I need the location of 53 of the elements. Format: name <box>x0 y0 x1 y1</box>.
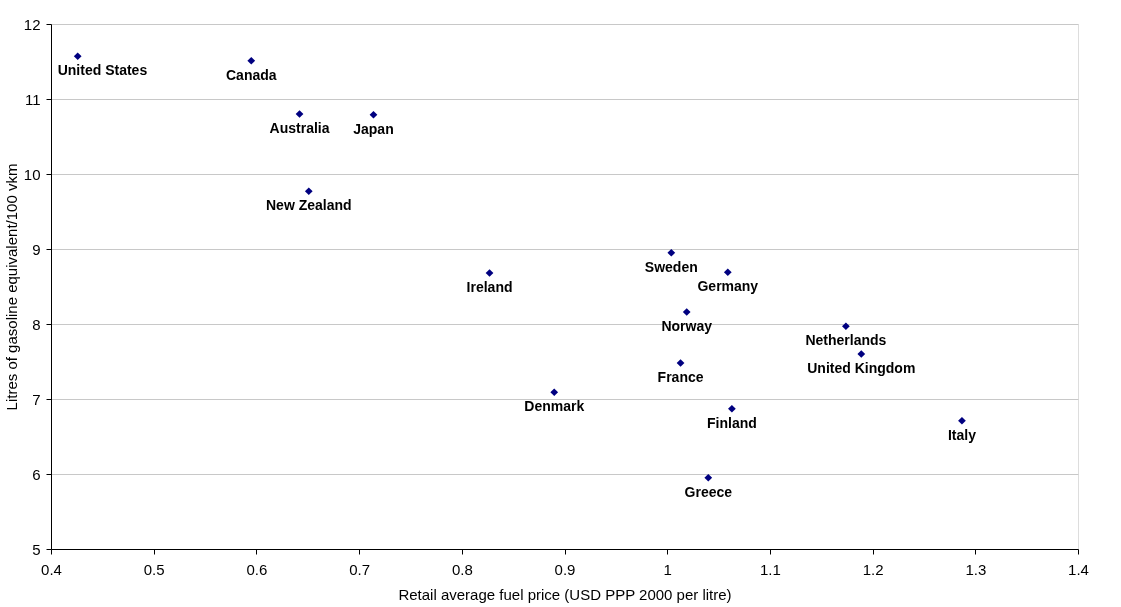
point <box>676 359 685 367</box>
y-tick-label: 7 <box>32 390 41 408</box>
point <box>73 52 82 61</box>
annotation: France <box>657 369 704 385</box>
point <box>728 404 736 413</box>
annotation: Canada <box>225 66 277 83</box>
x-tick-label: 0.8 <box>451 560 473 578</box>
y-tick-label: 12 <box>23 15 41 33</box>
annotation: Japan <box>353 120 394 137</box>
x-tick-label: 1.2 <box>862 560 884 578</box>
x-tick-label: 1.3 <box>965 560 987 578</box>
annotation: Australia <box>269 120 330 136</box>
annotation: Denmark <box>524 398 585 415</box>
annotation: Finland <box>707 414 757 431</box>
annotation: Greece <box>684 483 733 500</box>
x-tick-label: 1.1 <box>759 560 781 578</box>
point <box>247 56 256 65</box>
x-tick-label: 0.5 <box>143 560 165 578</box>
x-tick-label: 1.4 <box>1068 560 1089 578</box>
annotation: Sweden <box>644 258 698 275</box>
point <box>958 416 966 425</box>
annotation: Netherlands <box>805 332 887 349</box>
y-axis-title: Litres of gasoline equivalent/100 vkm <box>2 163 20 411</box>
y-tick-label: 8 <box>32 315 41 333</box>
x-tick-label: 0.9 <box>554 560 576 578</box>
y-tick-label: 10 <box>23 165 41 183</box>
x-axis-title: Retail average fuel price (USD PPP 2000 per litre) <box>398 585 732 603</box>
point <box>295 110 304 118</box>
point <box>842 322 850 331</box>
annotation: Germany <box>697 278 759 295</box>
point <box>704 473 713 482</box>
point <box>723 268 732 277</box>
point <box>857 350 866 358</box>
annotation: United Kingdom <box>807 360 916 376</box>
annotation: New Zealand <box>265 197 352 214</box>
annotation: Ireland <box>466 279 513 295</box>
annotation: Italy <box>947 426 977 443</box>
y-tick-label: 9 <box>32 240 41 258</box>
point <box>369 110 378 119</box>
annotation: Norway <box>661 318 713 334</box>
point <box>550 388 559 397</box>
y-tick-label: 6 <box>32 465 41 483</box>
point <box>667 248 676 257</box>
x-tick-label: 0.6 <box>246 560 268 578</box>
y-tick-label: 5 <box>32 540 41 558</box>
point <box>682 308 691 316</box>
x-tick-label: 0.7 <box>349 560 371 578</box>
x-tick-label: 1 <box>663 560 672 578</box>
annotation: United States <box>57 62 148 79</box>
point <box>304 187 313 196</box>
point <box>485 269 494 277</box>
y-tick-label: 11 <box>24 90 41 108</box>
x-tick-label: 0.4 <box>41 560 62 578</box>
